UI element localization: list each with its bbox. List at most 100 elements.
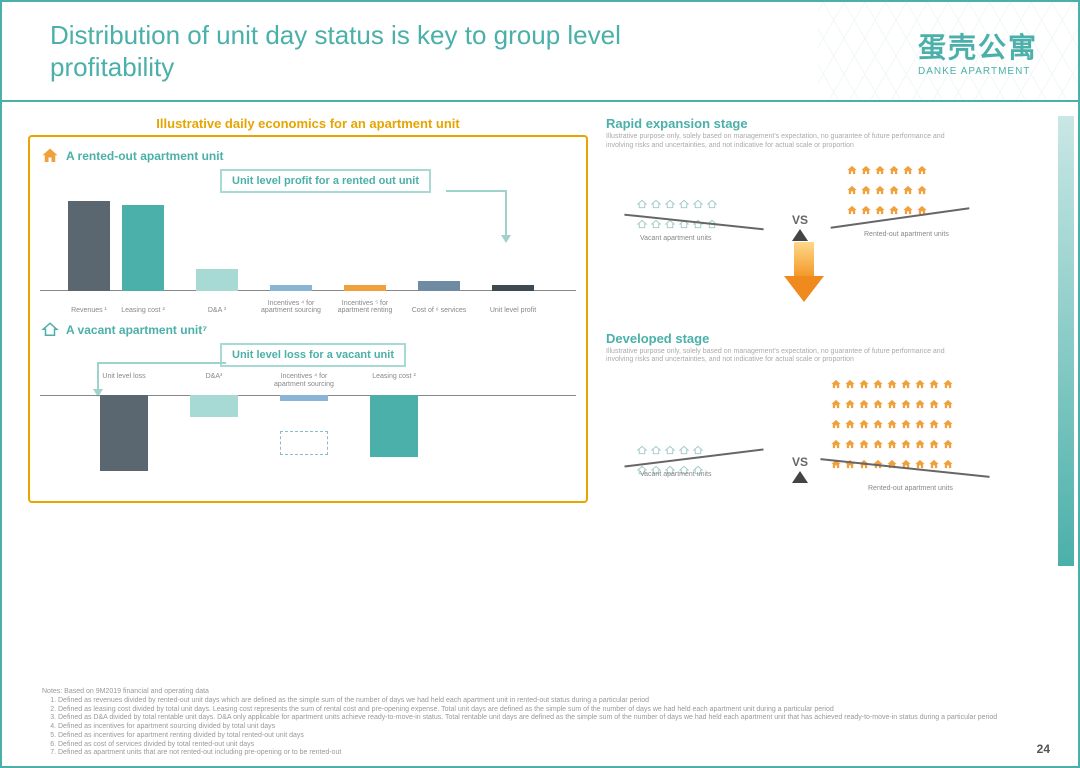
bar <box>100 395 148 471</box>
bar <box>280 395 328 401</box>
house-filled-icon <box>902 183 914 201</box>
economics-frame: A rented-out apartment unit Unit level p… <box>28 135 588 503</box>
house-outline-icon <box>636 443 648 461</box>
note-item: Defined as cost of services divided by t… <box>58 741 1018 750</box>
house-filled-icon <box>914 457 926 475</box>
bar-label: Incentives ⁵ for apartment renting <box>335 300 395 315</box>
house-filled-icon <box>872 377 884 395</box>
house-filled-icon <box>830 377 842 395</box>
house-filled-icon <box>858 457 870 475</box>
note-item: Defined as leasing cost divided by total… <box>58 706 1018 715</box>
callout-profit: Unit level profit for a rented out unit <box>220 169 431 193</box>
house-filled-icon <box>846 183 858 201</box>
right-column: Group level loss making Group level prof… <box>606 116 1052 511</box>
bar-label: Leasing cost ² <box>113 307 173 315</box>
house-filled-icon <box>928 377 940 395</box>
house-filled-icon <box>858 397 870 415</box>
house-filled-icon <box>928 397 940 415</box>
house-filled-icon <box>916 203 928 221</box>
house-filled-icon <box>902 163 914 181</box>
waterfall-chart-rented: Revenues ¹Leasing cost ² D&A ³ Incentives … <box>40 195 576 315</box>
house-filled-icon <box>928 437 940 455</box>
vacant-mini-label: Vacant apartment units <box>640 471 711 478</box>
house-filled-icon <box>860 203 872 221</box>
bar <box>196 269 238 291</box>
house-outline-icon <box>650 443 662 461</box>
bar <box>68 201 110 291</box>
house-filled-icon <box>900 417 912 435</box>
down-arrow-icon <box>784 242 824 302</box>
house-outline-icon <box>706 217 718 235</box>
house-filled-icon <box>830 397 842 415</box>
bar-label: Incentives ⁴ for apartment sourcing <box>269 373 339 388</box>
slide-header: Distribution of unit day status is key t… <box>2 2 1078 102</box>
rented-mini-label: Rented-out apartment units <box>868 485 953 492</box>
house-filled-icon <box>858 377 870 395</box>
gradient-scale <box>1058 116 1074 566</box>
bar <box>344 285 386 291</box>
house-filled-icon <box>844 457 856 475</box>
house-filled-icon <box>858 417 870 435</box>
house-filled-icon <box>844 397 856 415</box>
house-filled-icon <box>916 163 928 181</box>
note-item: Defined as revenues divided by rented-ou… <box>58 697 1018 706</box>
house-filled-icon <box>900 397 912 415</box>
brand-block: 蛋壳公寓 DANKE APARTMENT <box>918 26 1038 77</box>
bar-label: D&A ³ <box>187 307 247 315</box>
page-number: 24 <box>1037 742 1050 756</box>
house-filled-icon <box>942 377 954 395</box>
house-filled-icon <box>844 417 856 435</box>
callout-loss: Unit level loss for a vacant unit <box>220 343 406 367</box>
house-filled-icon <box>846 163 858 181</box>
house-outline-icon <box>664 443 676 461</box>
house-outline-icon <box>40 321 60 339</box>
rented-section: A rented-out apartment unit Unit level p… <box>40 147 576 315</box>
house-filled-icon <box>830 437 842 455</box>
house-filled-icon <box>886 377 898 395</box>
house-filled-icon <box>860 163 872 181</box>
vs-label: VS <box>792 213 808 227</box>
house-filled-icon <box>888 163 900 181</box>
house-filled-icon <box>928 417 940 435</box>
house-filled-icon <box>874 183 886 201</box>
bar <box>122 205 164 291</box>
footnotes: Notes: Based on 9M2019 financial and ope… <box>42 688 1018 758</box>
house-filled-icon <box>914 417 926 435</box>
house-filled-icon <box>942 397 954 415</box>
stage2-scene: VS Vacant apartment units Rented-out apa… <box>606 371 1052 511</box>
stage2-disclaimer: Illustrative purpose only, solely based … <box>606 348 966 366</box>
house-filled-icon <box>914 377 926 395</box>
house-filled-icon <box>830 417 842 435</box>
house-filled-icon <box>886 437 898 455</box>
house-outline-icon <box>664 197 676 215</box>
notes-lead: Notes: Based on 9M2019 financial and ope… <box>42 688 1018 697</box>
house-filled-icon <box>860 183 872 201</box>
stage1-title: Rapid expansion stage <box>606 116 1052 131</box>
house-filled-icon <box>858 437 870 455</box>
house-filled-icon <box>914 397 926 415</box>
house-filled-icon <box>874 203 886 221</box>
bar-label: Unit level profit <box>483 307 543 315</box>
panel-title: Illustrative daily economics for an apar… <box>28 116 588 131</box>
bar <box>418 281 460 291</box>
slide-title: Distribution of unit day status is key t… <box>50 19 750 84</box>
house-filled-icon <box>40 147 60 165</box>
house-filled-icon <box>844 377 856 395</box>
rented-title: A rented-out apartment unit <box>66 149 224 163</box>
main-content: Illustrative daily economics for an apar… <box>2 102 1078 511</box>
fulcrum-icon <box>792 229 808 241</box>
bar-label: Incentives ⁴ for apartment sourcing <box>261 300 321 315</box>
bar <box>270 285 312 291</box>
rented-houses-grid <box>846 163 928 221</box>
bar-label: D&A³ <box>179 373 249 381</box>
left-column: Illustrative daily economics for an apar… <box>28 116 588 511</box>
stage1-scene: VS Vacant apartment units Rented-out apa… <box>606 157 1052 267</box>
waterfall-chart-vacant: Unit level loss D&A³ Incentives ⁴ for apar… <box>40 371 576 481</box>
house-outline-icon <box>650 197 662 215</box>
dashed-box <box>280 431 328 455</box>
bar <box>492 285 534 291</box>
bar-label: Unit level loss <box>89 373 159 381</box>
house-filled-icon <box>872 397 884 415</box>
house-filled-icon <box>874 163 886 181</box>
bar-label: Revenues ¹ <box>59 307 119 315</box>
